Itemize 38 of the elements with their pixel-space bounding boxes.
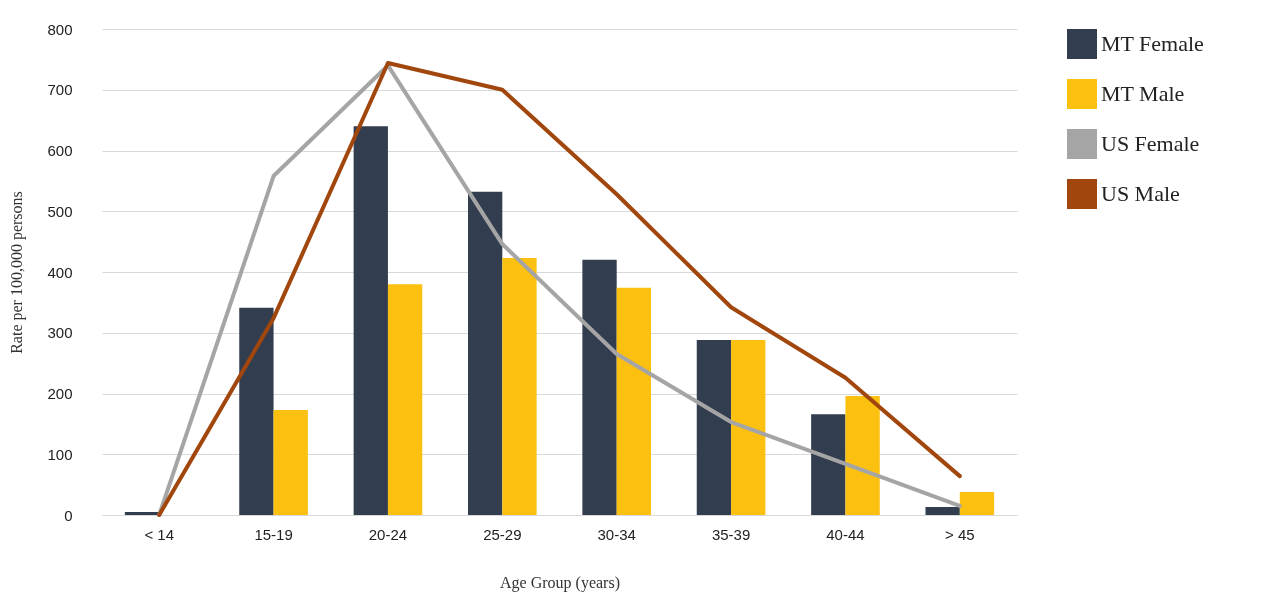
x-tick-label: > 45 <box>945 525 975 543</box>
x-axis-title: Age Group (years) <box>500 573 620 592</box>
bar <box>124 511 160 515</box>
y-axis-title: Rate per 100,000 persons <box>8 191 27 354</box>
y-tick-label: 200 <box>47 385 73 402</box>
bar <box>925 507 960 515</box>
bar <box>616 287 651 515</box>
bar <box>845 395 880 515</box>
x-tick-label: 40-44 <box>826 525 865 543</box>
y-tick-label: 0 <box>64 506 73 524</box>
x-tick-label: 15-19 <box>254 525 293 543</box>
bar <box>502 258 537 515</box>
legend-label: US Male <box>1101 181 1180 206</box>
bar <box>353 126 388 515</box>
legend-label: US Female <box>1101 131 1200 156</box>
y-tick-label: 600 <box>47 142 73 159</box>
x-tick-label: < 14 <box>144 525 174 543</box>
x-tick-label: 30-34 <box>597 525 636 543</box>
x-tick-label: 35-39 <box>711 525 751 543</box>
bar <box>273 409 308 515</box>
bar <box>468 191 503 515</box>
y-tick-label: 800 <box>47 20 73 38</box>
legend-label: MT Female <box>1101 31 1204 56</box>
legend-label: MT Male <box>1101 81 1185 106</box>
bar <box>731 340 766 515</box>
bar <box>582 259 617 515</box>
y-tick-label: 700 <box>47 81 73 99</box>
y-tick-label: 400 <box>47 263 73 281</box>
bar <box>811 414 846 515</box>
y-tick-label: 300 <box>47 324 73 342</box>
bar <box>959 491 995 515</box>
x-tick-label: 25-29 <box>483 525 522 543</box>
bar <box>387 284 423 515</box>
x-tick-label: 20-24 <box>368 525 408 543</box>
y-tick-label: 100 <box>47 445 73 463</box>
bar <box>239 307 274 515</box>
bar <box>696 340 732 515</box>
y-tick-label: 500 <box>47 202 73 220</box>
